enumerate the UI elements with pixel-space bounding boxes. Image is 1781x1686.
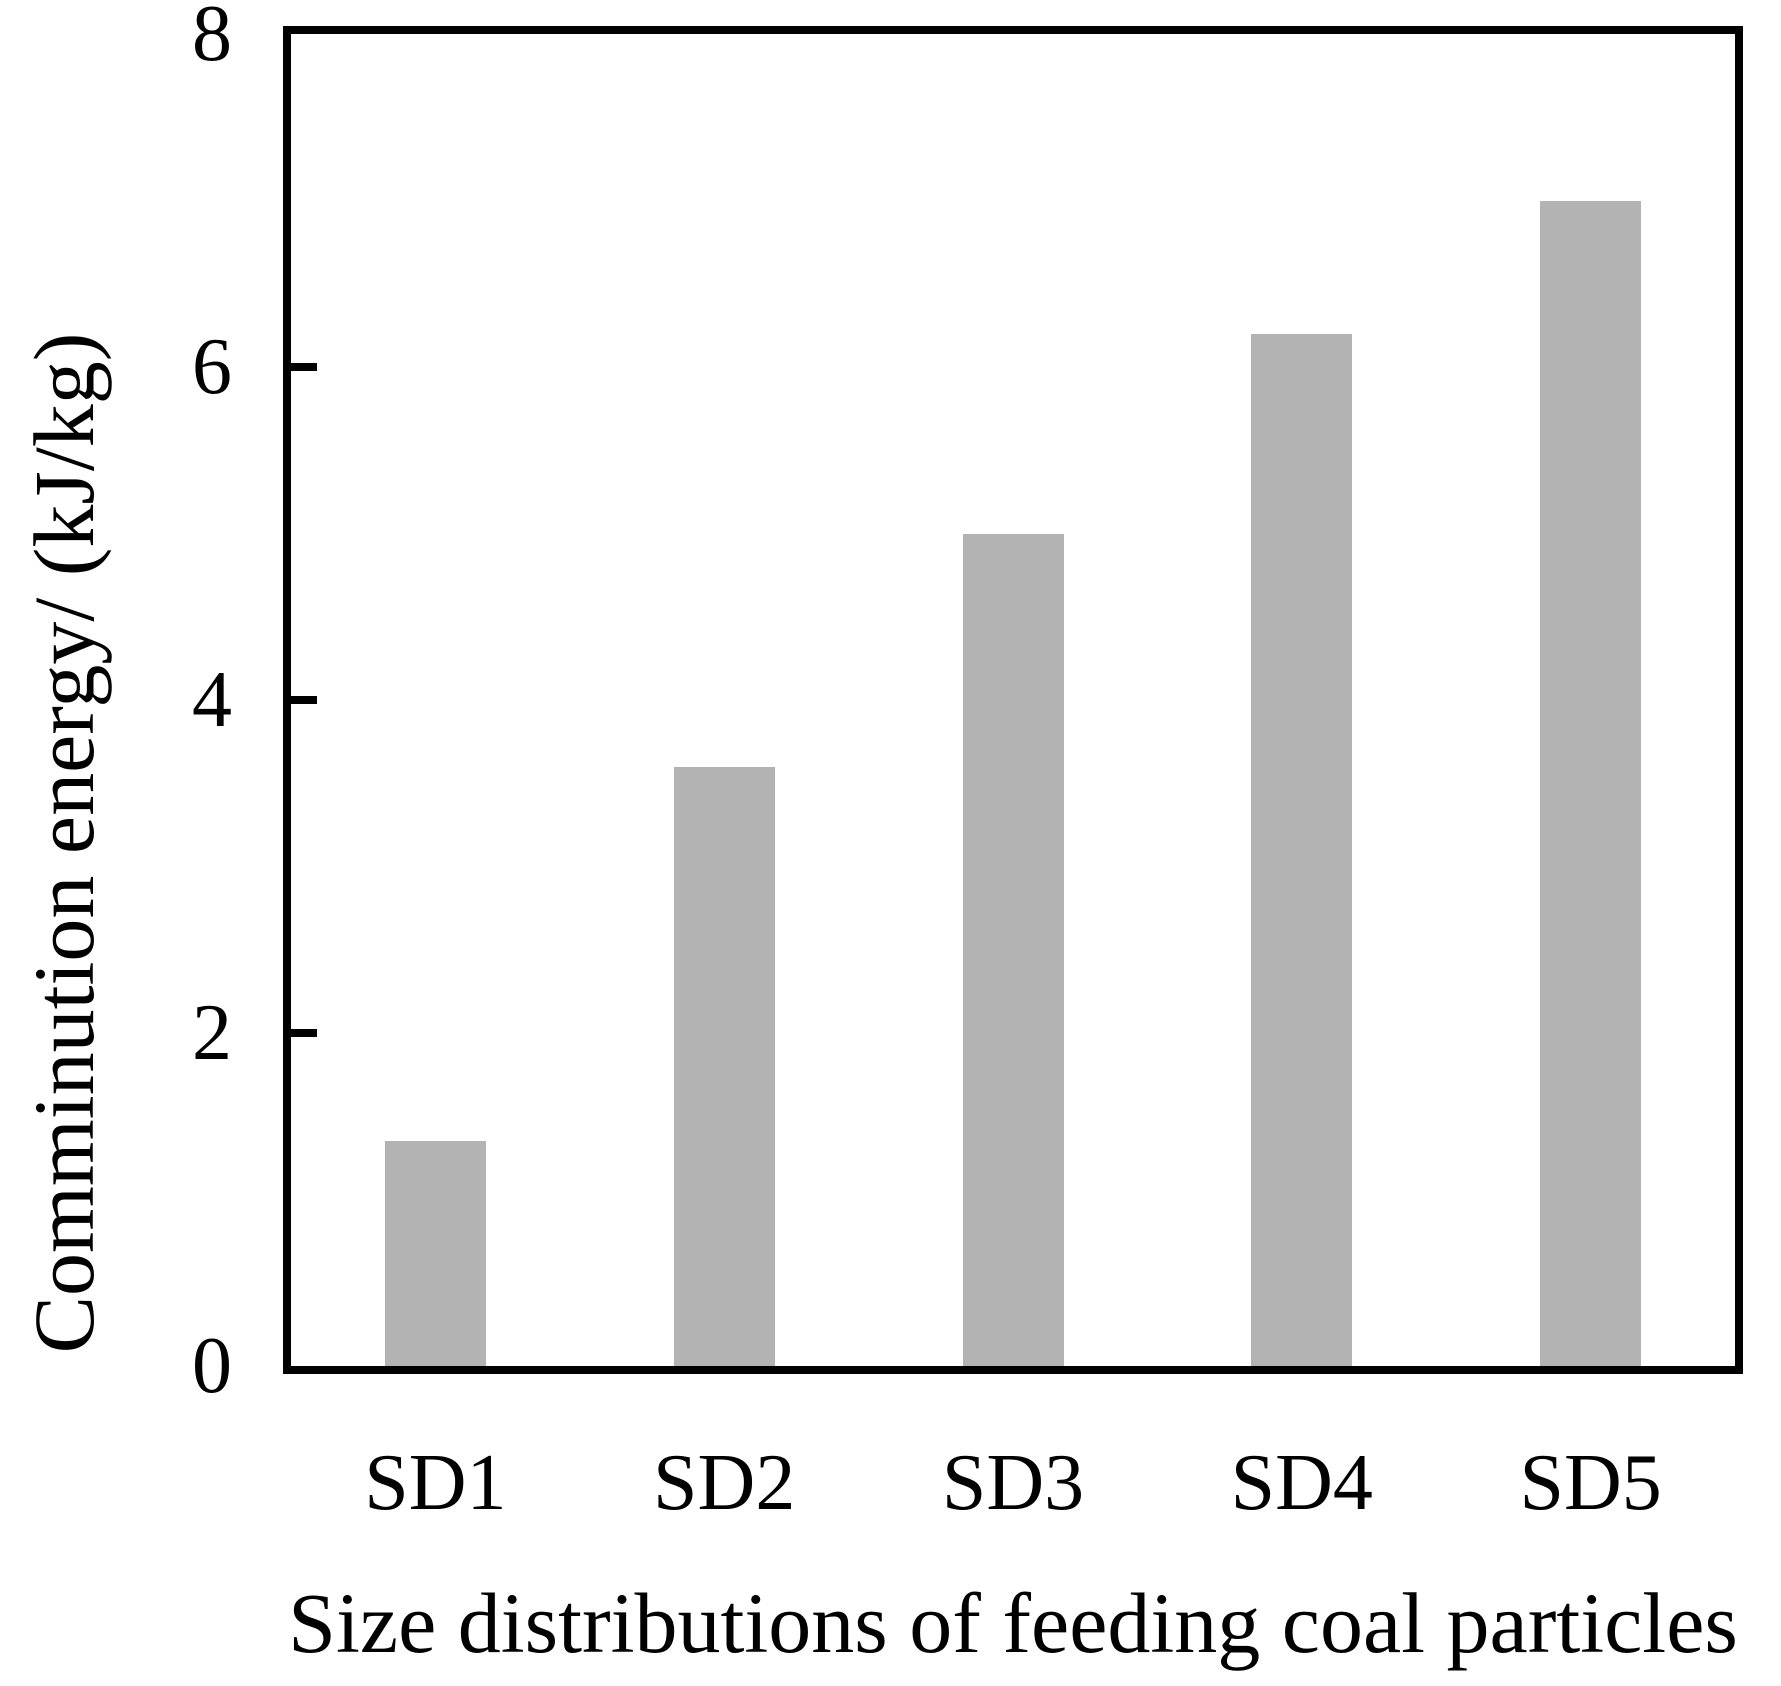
bar-sd3 [962,533,1064,1366]
x-tick-label-sd2: SD2 [653,1439,796,1527]
bar-sd4 [1251,333,1353,1366]
x-tick-label-sd4: SD4 [1230,1439,1373,1527]
y-tick-mark-6 [291,363,317,371]
y-tick-label-8: 8 [192,0,232,78]
x-tick-label-sd1: SD1 [364,1439,507,1527]
y-tick-label-2: 2 [192,989,232,1077]
bar-sd5 [1540,200,1642,1366]
bar-sd2 [673,766,775,1366]
y-tick-label-4: 4 [192,656,232,744]
x-tick-label-sd5: SD5 [1519,1439,1662,1527]
y-tick-label-6: 6 [192,323,232,411]
y-tick-mark-2 [291,1029,317,1037]
y-tick-mark-4 [291,696,317,704]
bar-sd1 [384,1141,486,1366]
y-tick-label-0: 0 [192,1322,232,1410]
x-tick-label-sd3: SD3 [941,1439,1085,1527]
y-axis-title: Comminution energy/ (kJ/kg) [16,332,112,1354]
x-axis-title: Size distributions of feeding coal parti… [288,1575,1738,1671]
